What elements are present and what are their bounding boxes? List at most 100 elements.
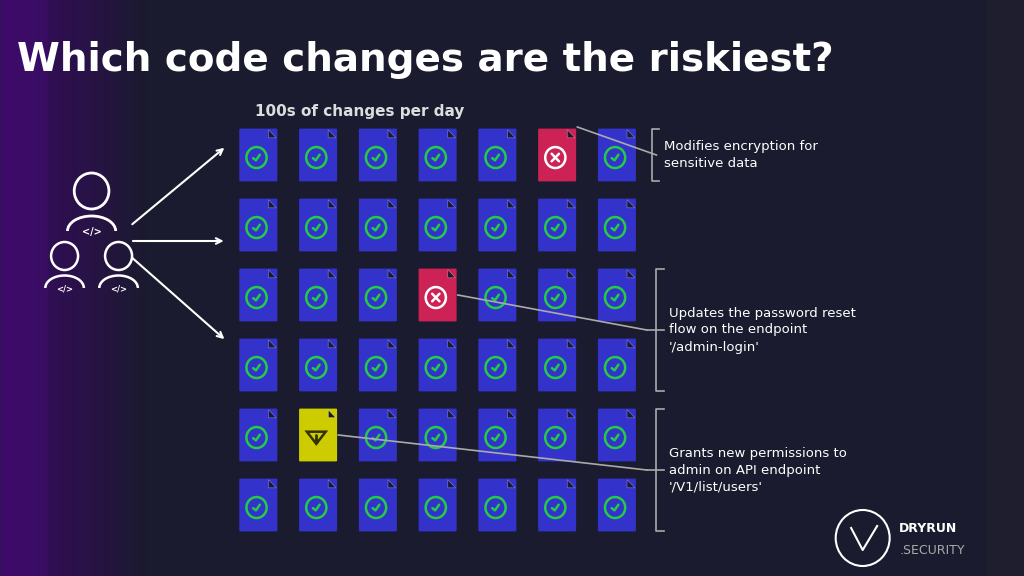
Polygon shape <box>268 199 276 208</box>
Text: Updates the password reset
flow on the endpoint
'/admin-login': Updates the password reset flow on the e… <box>669 306 856 354</box>
Bar <box>141 0 147 576</box>
Bar <box>26 0 32 576</box>
Bar <box>113 0 119 576</box>
FancyBboxPatch shape <box>539 339 577 392</box>
Bar <box>106 0 113 576</box>
FancyBboxPatch shape <box>240 408 278 461</box>
Polygon shape <box>627 410 635 418</box>
Bar <box>90 0 95 576</box>
Polygon shape <box>627 270 635 278</box>
Polygon shape <box>447 199 456 208</box>
FancyBboxPatch shape <box>240 199 278 251</box>
FancyBboxPatch shape <box>478 199 516 251</box>
Polygon shape <box>388 199 396 208</box>
Text: </>: </> <box>82 227 101 237</box>
Bar <box>14 0 20 576</box>
Bar <box>35 0 41 576</box>
FancyBboxPatch shape <box>478 128 516 181</box>
FancyBboxPatch shape <box>358 479 397 532</box>
Polygon shape <box>268 130 276 138</box>
Bar <box>81 0 87 576</box>
FancyBboxPatch shape <box>598 408 636 461</box>
Polygon shape <box>447 340 456 348</box>
Polygon shape <box>447 480 456 488</box>
FancyBboxPatch shape <box>240 128 278 181</box>
FancyBboxPatch shape <box>598 268 636 321</box>
Polygon shape <box>447 270 456 278</box>
FancyBboxPatch shape <box>598 339 636 392</box>
FancyBboxPatch shape <box>299 199 337 251</box>
Bar <box>46 0 52 576</box>
Bar <box>0 0 48 576</box>
FancyBboxPatch shape <box>539 408 577 461</box>
Bar <box>119 0 124 576</box>
FancyBboxPatch shape <box>358 128 397 181</box>
FancyBboxPatch shape <box>539 268 577 321</box>
Bar <box>136 0 141 576</box>
Bar <box>32 0 38 576</box>
FancyBboxPatch shape <box>539 128 577 181</box>
Bar <box>8 0 14 576</box>
FancyBboxPatch shape <box>419 479 457 532</box>
Text: .SECURITY: .SECURITY <box>899 544 965 556</box>
FancyBboxPatch shape <box>419 199 457 251</box>
Polygon shape <box>268 270 276 278</box>
Bar <box>122 0 127 576</box>
Bar <box>38 0 43 576</box>
Bar <box>98 0 104 576</box>
Polygon shape <box>328 480 336 488</box>
Bar <box>52 0 57 576</box>
FancyBboxPatch shape <box>478 268 516 321</box>
FancyBboxPatch shape <box>598 199 636 251</box>
Bar <box>116 0 122 576</box>
Bar <box>75 0 81 576</box>
Polygon shape <box>627 199 635 208</box>
FancyBboxPatch shape <box>240 339 278 392</box>
FancyBboxPatch shape <box>598 479 636 532</box>
FancyBboxPatch shape <box>419 408 457 461</box>
Polygon shape <box>567 130 575 138</box>
Polygon shape <box>388 340 396 348</box>
Bar <box>20 0 26 576</box>
Text: Which code changes are the riskiest?: Which code changes are the riskiest? <box>17 41 834 79</box>
Bar <box>84 0 90 576</box>
Bar <box>41 0 46 576</box>
FancyBboxPatch shape <box>299 339 337 392</box>
FancyBboxPatch shape <box>240 479 278 532</box>
FancyBboxPatch shape <box>539 479 577 532</box>
Bar <box>110 0 116 576</box>
Text: DRYRUN: DRYRUN <box>899 521 957 535</box>
Text: 100s of changes per day: 100s of changes per day <box>255 104 465 119</box>
Bar <box>95 0 101 576</box>
Polygon shape <box>328 199 336 208</box>
Polygon shape <box>268 480 276 488</box>
Polygon shape <box>328 340 336 348</box>
Bar <box>24 0 29 576</box>
Bar <box>3 0 8 576</box>
Polygon shape <box>627 340 635 348</box>
Text: Modifies encryption for
sensitive data: Modifies encryption for sensitive data <box>665 140 818 170</box>
Bar <box>127 0 133 576</box>
FancyBboxPatch shape <box>478 339 516 392</box>
Polygon shape <box>508 199 515 208</box>
FancyBboxPatch shape <box>598 128 636 181</box>
FancyBboxPatch shape <box>478 408 516 461</box>
Bar <box>57 0 63 576</box>
Polygon shape <box>508 130 515 138</box>
Text: Grants new permissions to
admin on API endpoint
'/V1/list/users': Grants new permissions to admin on API e… <box>669 446 847 494</box>
FancyBboxPatch shape <box>539 199 577 251</box>
Bar <box>139 0 144 576</box>
Bar <box>11 0 17 576</box>
Polygon shape <box>508 480 515 488</box>
FancyBboxPatch shape <box>358 268 397 321</box>
FancyBboxPatch shape <box>358 199 397 251</box>
Bar <box>0 0 6 576</box>
Polygon shape <box>508 340 515 348</box>
FancyBboxPatch shape <box>358 408 397 461</box>
FancyBboxPatch shape <box>419 268 457 321</box>
Polygon shape <box>567 480 575 488</box>
Bar <box>101 0 106 576</box>
Polygon shape <box>328 130 336 138</box>
Polygon shape <box>508 270 515 278</box>
Polygon shape <box>567 270 575 278</box>
